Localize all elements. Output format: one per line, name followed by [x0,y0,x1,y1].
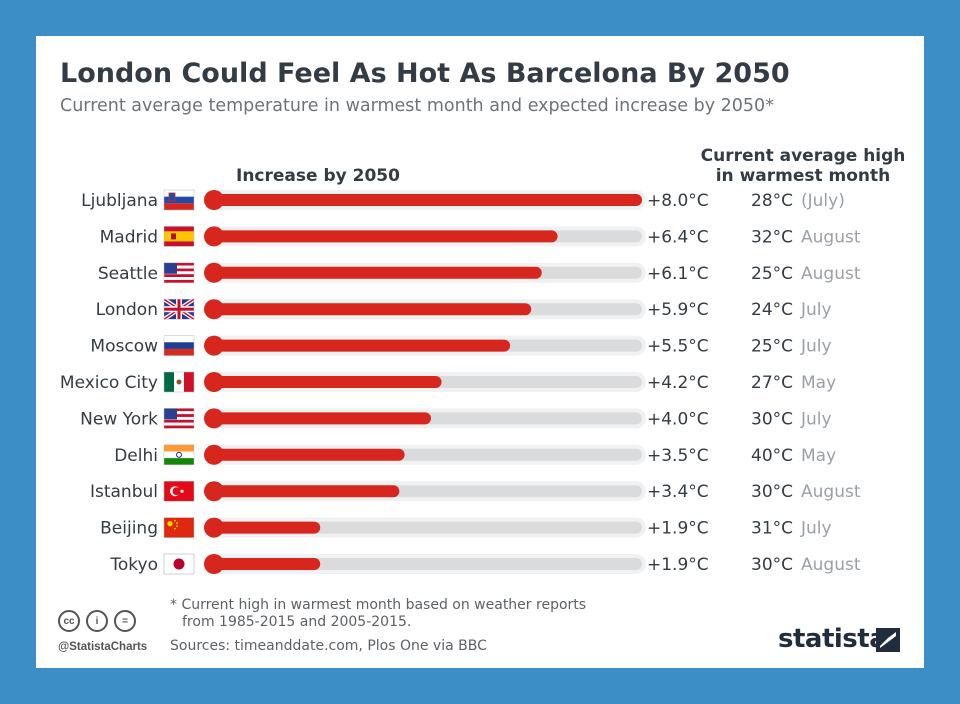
india-flag-icon [163,444,195,466]
license-icons: cc i = [58,610,136,632]
bar-start-dot [204,408,224,429]
infographic-card: London Could Feel As Hot As Barcelona By… [36,36,924,668]
russia-flag-icon [163,335,195,356]
slovenia-flag-icon [163,189,195,211]
city-label: Ljubljana [81,191,158,211]
bar-start-dot [204,444,224,465]
current-high-label: 25°C [751,264,793,284]
bar-start-dot [204,372,224,392]
current-high-header-line1: Current average high [700,146,906,166]
spain-flag-icon [163,226,195,247]
warmest-month-label: July [800,337,832,357]
value-label: +5.9°C [647,300,709,320]
current-high-label: 24°C [751,300,793,320]
bar-start-dot [204,226,224,247]
value-label: +3.4°C [647,482,709,502]
city-label: Istanbul [90,482,158,502]
bar-start-dot [204,190,224,210]
usa-flag-icon [163,262,195,284]
city-label: Beijing [100,519,158,539]
bar-chart: Ljubljana +8.0°C 28°C (July) Madrid +6.4°C 32°… [60,189,861,575]
uk-flag-icon [162,297,196,321]
bar-start-dot [204,517,224,538]
value-label: +5.5°C [647,337,709,357]
warmest-month-label: August [801,264,861,284]
current-high-label: 30°C [751,409,793,429]
attribution-icon: i [86,610,108,632]
warmest-month-label: (July) [801,191,845,211]
warmest-month-label: July [800,300,832,320]
footnote-line1: * Current high in warmest month based on… [170,597,587,613]
no-derivatives-icon: = [114,610,136,632]
current-high-header-line2: in warmest month [715,166,891,186]
value-label: +8.0°C [647,191,709,211]
statista-logo-text: statista [778,624,887,654]
city-label: New York [80,409,158,429]
chart-subtitle: Current average temperature in warmest m… [60,96,774,116]
current-high-label: 30°C [751,482,793,502]
value-label: +3.5°C [647,446,709,466]
twitter-handle: @StatistaCharts [58,641,148,653]
city-label: Tokyo [109,555,158,575]
current-high-label: 28°C [751,191,793,211]
warmest-month-label: August [801,555,861,575]
value-label: +1.9°C [647,555,709,575]
usa-flag-icon [163,408,195,429]
current-high-label: 25°C [751,337,793,357]
city-label: Seattle [98,264,158,284]
chart-title: London Could Feel As Hot As Barcelona By… [60,58,790,89]
current-high-label: 27°C [751,373,793,393]
warmest-month-label: July [800,409,832,429]
warmest-month-label: May [801,373,836,393]
value-label: +4.0°C [647,409,709,429]
value-label: +1.9°C [647,519,709,539]
current-high-label: 30°C [751,555,793,575]
current-high-label: 40°C [751,446,793,466]
current-high-label: 31°C [751,519,793,539]
china-flag-icon [163,517,195,538]
bar-start-dot [204,335,224,356]
increase-header: Increase by 2050 [236,166,400,186]
current-high-header: Current average high in warmest month [700,146,906,186]
bar-start-dot [204,262,224,283]
city-label: Delhi [114,446,158,466]
bar-start-dot [204,299,224,320]
warmest-month-label: July [800,519,832,539]
footnote-line2: from 1985-2015 and 2005-2015. [182,614,412,630]
sources: Sources: timeanddate.com, Plos One via B… [170,638,487,654]
statista-logo-icon [876,628,900,652]
bar-start-dot [204,554,224,574]
value-label: +6.1°C [647,264,709,284]
warmest-month-label: May [801,446,836,466]
city-label: Mexico City [60,373,158,393]
value-label: +4.2°C [647,373,709,393]
warmest-month-label: August [801,482,861,502]
warmest-month-label: August [801,227,861,247]
bar-start-dot [204,481,224,502]
turkey-flag-icon [163,480,195,502]
cc-icon: cc [58,610,80,632]
mexico-flag-icon [163,371,195,393]
city-label: Madrid [100,227,158,247]
japan-flag-icon [163,553,195,575]
city-label: London [96,300,158,320]
footnote: * Current high in warmest month based on… [170,597,586,631]
current-high-label: 32°C [751,227,793,247]
value-label: +6.4°C [647,227,709,247]
city-label: Moscow [90,337,158,357]
